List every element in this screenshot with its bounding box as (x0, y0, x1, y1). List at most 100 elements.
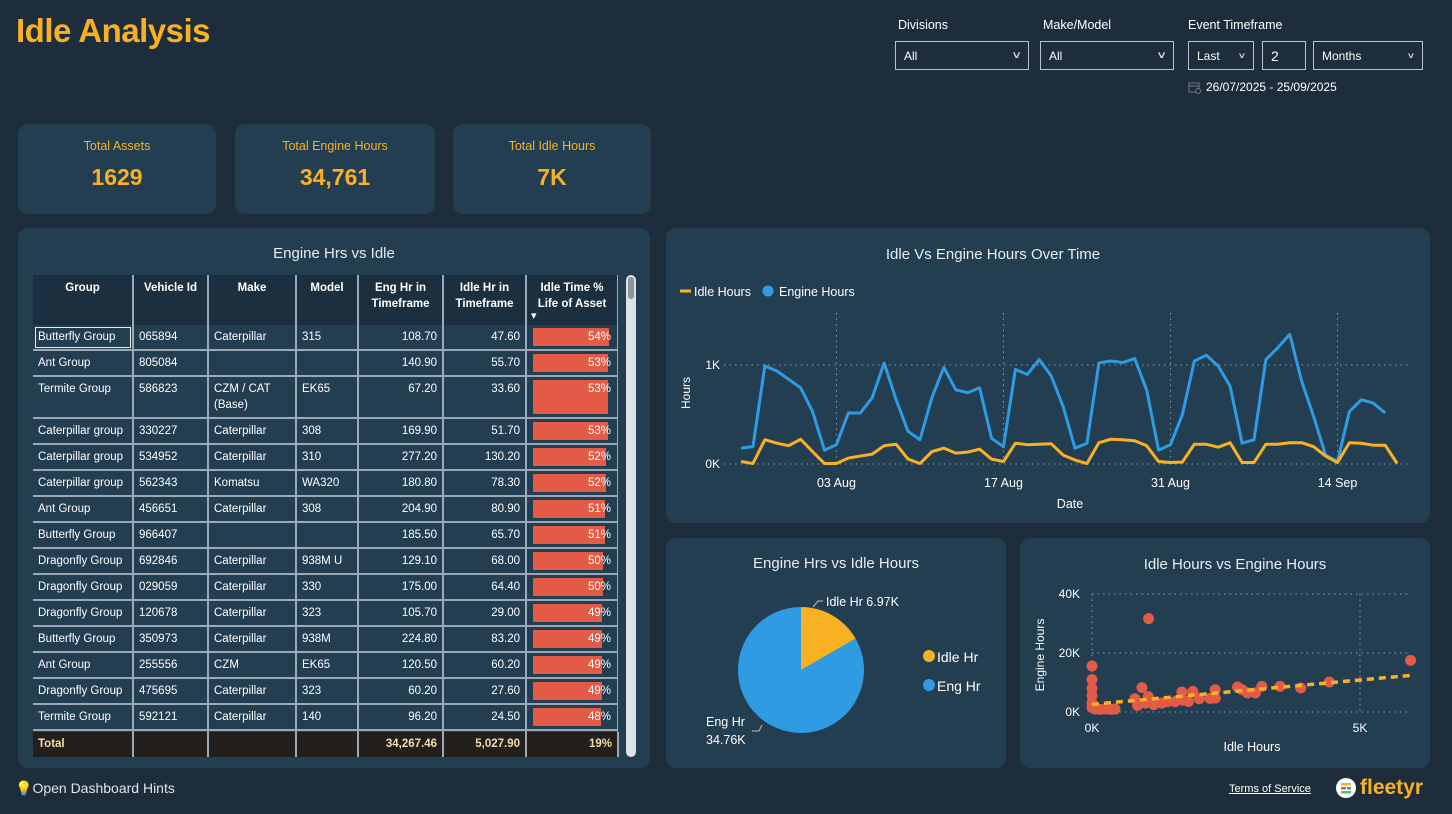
table-cell[interactable]: 938M (296, 626, 359, 653)
table-cell[interactable]: Caterpillar (208, 548, 297, 575)
table-cell[interactable]: 692846 (133, 548, 209, 575)
table-cell[interactable]: Caterpillar (208, 574, 297, 601)
table-cell[interactable]: 60.20 (443, 652, 527, 679)
table-cell[interactable]: 53% (526, 376, 618, 419)
table-cell[interactable]: Caterpillar group (33, 444, 134, 471)
legend-eng-label[interactable]: Eng Hr (937, 678, 981, 694)
table-cell[interactable]: 130.20 (443, 444, 527, 471)
series-line-engine-hours[interactable] (740, 332, 1387, 464)
scatter-point[interactable] (1136, 682, 1148, 694)
column-header[interactable]: Model (296, 275, 359, 325)
table-cell[interactable]: 49% (526, 626, 618, 653)
table-cell[interactable] (296, 522, 359, 549)
table-cell[interactable]: EK65 (296, 376, 359, 419)
column-header[interactable]: Idle Time % Life of Asset ▾ (526, 275, 618, 325)
table-cell[interactable]: 49% (526, 652, 618, 679)
table-cell[interactable]: 175.00 (358, 574, 444, 601)
table-row[interactable]: Butterfly Group456623Caterpillar330166.6… (33, 730, 618, 732)
table-cell[interactable]: 310 (296, 444, 359, 471)
legend-idle-label[interactable]: Idle Hr (937, 649, 979, 665)
table-cell[interactable]: 53% (526, 350, 618, 377)
table-cell[interactable]: Termite Group (33, 376, 134, 419)
table-cell[interactable]: 224.80 (358, 626, 444, 653)
table-cell[interactable]: 120678 (133, 600, 209, 627)
table-cell[interactable]: 185.50 (358, 522, 444, 549)
table-row[interactable]: Butterfly Group 065894 Caterpillar 315 108.7… (33, 325, 618, 351)
table-cell[interactable]: Caterpillar group (33, 470, 134, 497)
scatter-point[interactable] (1209, 692, 1221, 704)
table-body-viewport[interactable]: Group Vehicle Id Make Model Eng Hr in Timefr… (33, 275, 618, 732)
table-cell[interactable]: Dragonfly Group (33, 678, 134, 705)
table-cell[interactable]: 78.30 (443, 470, 527, 497)
table-row[interactable]: Ant Group 456651 Caterpillar 308 204.90 80.90… (33, 496, 618, 523)
table-cell[interactable]: 67.20 (358, 376, 444, 419)
scatter-point[interactable] (1323, 676, 1335, 688)
table-cell[interactable]: 33.60 (443, 376, 527, 419)
table-cell[interactable]: 065894 (133, 325, 209, 351)
table-cell[interactable]: Ant Group (33, 350, 134, 377)
table-cell[interactable]: 204.90 (358, 496, 444, 523)
scatter-point[interactable] (1086, 674, 1098, 686)
table-cell[interactable]: Butterfly Group (33, 325, 134, 351)
table-cell[interactable]: 308 (296, 418, 359, 445)
legend-engine-label[interactable]: Engine Hours (779, 285, 855, 299)
table-cell[interactable]: 140 (296, 704, 359, 731)
table-cell[interactable]: 330227 (133, 418, 209, 445)
table-cell[interactable]: 166.60 (358, 730, 444, 732)
table-cell[interactable]: 315 (296, 325, 359, 351)
table-cell[interactable]: 169.90 (358, 418, 444, 445)
table-cell[interactable]: 55.70 (443, 350, 527, 377)
table-cell[interactable]: 49% (526, 600, 618, 627)
table-cell[interactable]: 323 (296, 600, 359, 627)
table-cell[interactable]: 80.90 (443, 496, 527, 523)
table-cell[interactable]: Caterpillar (208, 496, 297, 523)
legend-idle-label[interactable]: Idle Hours (694, 285, 751, 299)
table-cell[interactable]: Caterpillar (208, 626, 297, 653)
table-cell[interactable]: 938M U (296, 548, 359, 575)
table-cell[interactable]: Caterpillar (208, 325, 297, 351)
table-cell[interactable]: 24.50 (443, 704, 527, 731)
table-cell[interactable]: Komatsu (208, 470, 297, 497)
table-cell[interactable]: 120.50 (358, 652, 444, 679)
dashboard-hints-link[interactable]: 💡Open Dashboard Hints (15, 780, 175, 797)
table-cell[interactable]: 330 (296, 574, 359, 601)
table-cell[interactable]: 180.80 (358, 470, 444, 497)
scatter-point[interactable] (1109, 703, 1121, 715)
column-header[interactable]: Group (33, 275, 134, 325)
table-cell[interactable]: Caterpillar (208, 600, 297, 627)
table-cell[interactable] (296, 350, 359, 377)
table-cell[interactable]: 255556 (133, 652, 209, 679)
table-cell[interactable]: 49% (526, 678, 618, 705)
table-cell[interactable]: WA320 (296, 470, 359, 497)
table-cell[interactable]: Ant Group (33, 652, 134, 679)
table-row[interactable]: Caterpillar group 330227 Caterpillar 308 169… (33, 418, 618, 445)
divisions-dropdown[interactable]: All ∨ (895, 41, 1029, 70)
table-cell[interactable]: 52% (526, 470, 618, 497)
table-scrollbar[interactable] (626, 275, 636, 757)
table-cell[interactable]: Caterpillar (208, 444, 297, 471)
table-cell[interactable] (208, 522, 297, 549)
table-row[interactable]: Termite Group 586823 CZM / CAT (Base) EK65 6… (33, 376, 618, 419)
table-cell[interactable]: 54% (526, 325, 618, 351)
table-cell[interactable]: 65.70 (443, 522, 527, 549)
table-cell[interactable]: 308 (296, 496, 359, 523)
table-cell[interactable]: Caterpillar (208, 704, 297, 731)
table-row[interactable]: Butterfly Group 966407 185.50 65.70 51% (33, 522, 618, 549)
terms-of-service-link[interactable]: Terms of Service (1229, 783, 1311, 795)
table-cell[interactable]: 140.90 (358, 350, 444, 377)
table-cell[interactable]: 48% (526, 730, 618, 732)
table-cell[interactable]: 50% (526, 574, 618, 601)
table-cell[interactable]: 108.70 (358, 325, 444, 351)
table-cell[interactable]: 456623 (133, 730, 209, 732)
timeframe-relative-dropdown[interactable]: Last ∨ (1188, 41, 1254, 70)
table-cell[interactable]: Caterpillar (208, 418, 297, 445)
table-cell[interactable]: 51.70 (443, 418, 527, 445)
table-row[interactable]: Caterpillar group 562343 Komatsu WA320 180.8… (33, 470, 618, 497)
table-cell[interactable]: 51% (526, 522, 618, 549)
table-row[interactable]: Ant Group 805084 140.90 55.70 53% (33, 350, 618, 377)
table-cell[interactable]: 330 (296, 730, 359, 732)
timeframe-count-input[interactable]: 2 (1262, 41, 1306, 70)
table-row[interactable]: Termite Group 592121 Caterpillar 140 96.20 24… (33, 704, 618, 731)
table-cell[interactable]: 586823 (133, 376, 209, 419)
table-cell[interactable]: 029059 (133, 574, 209, 601)
